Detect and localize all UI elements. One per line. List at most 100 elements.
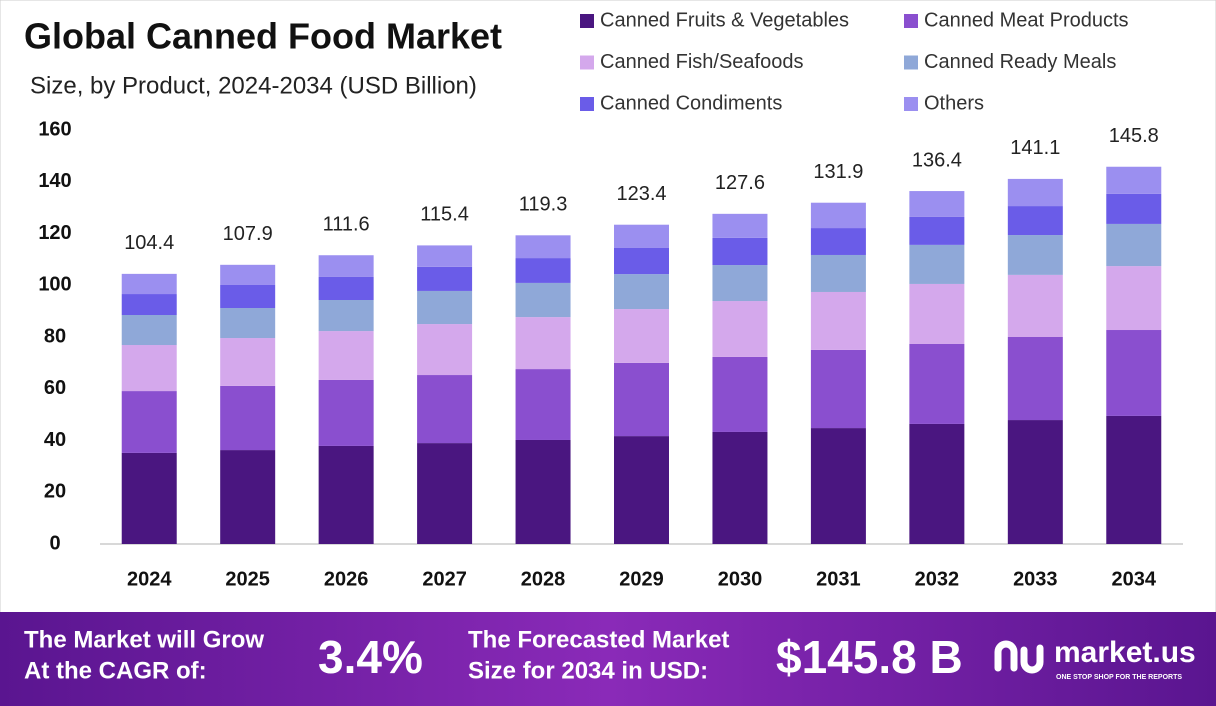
x-tick-label: 2033 bbox=[1013, 568, 1058, 590]
total-label: 145.8 bbox=[1109, 125, 1159, 147]
bar-segment bbox=[417, 290, 473, 325]
bar-segment bbox=[712, 213, 768, 238]
tagline: ONE STOP SHOP FOR THE REPORTS bbox=[1056, 674, 1182, 681]
legend-label: Canned Meat Products bbox=[924, 9, 1129, 31]
y-tick-label: 120 bbox=[38, 222, 71, 244]
x-tick-label: 2030 bbox=[718, 568, 763, 590]
bar-segment bbox=[614, 436, 669, 544]
bar-segment bbox=[1106, 266, 1162, 331]
bar-segment bbox=[220, 450, 276, 544]
bar-segment bbox=[318, 276, 374, 300]
bar-segment bbox=[1007, 274, 1063, 337]
bar-segment bbox=[909, 283, 965, 344]
x-tick-label: 2029 bbox=[619, 568, 664, 590]
forecast-value: $145.8 B bbox=[776, 631, 963, 683]
bar-segment bbox=[1007, 206, 1063, 236]
bar-segment bbox=[121, 452, 177, 544]
bar-segment bbox=[220, 338, 276, 386]
bar-segment bbox=[1106, 193, 1162, 224]
bar-segment bbox=[712, 431, 768, 544]
bar-segment bbox=[810, 228, 866, 255]
y-tick-label: 0 bbox=[49, 532, 60, 554]
total-label: 141.1 bbox=[1010, 137, 1060, 159]
y-tick-label: 140 bbox=[38, 170, 71, 192]
total-label: 107.9 bbox=[223, 223, 273, 245]
bar-segment bbox=[1007, 235, 1063, 275]
bar-segment bbox=[318, 255, 374, 277]
bar-segment bbox=[712, 265, 768, 302]
bar-segment bbox=[909, 191, 965, 217]
bar-segment bbox=[417, 443, 473, 544]
cagr-text: The Market will Grow bbox=[24, 626, 264, 653]
bar-segment bbox=[810, 202, 866, 229]
legend-swatch bbox=[580, 97, 594, 111]
y-tick-label: 160 bbox=[38, 118, 71, 140]
x-tick-label: 2032 bbox=[915, 568, 960, 590]
x-tick-label: 2024 bbox=[127, 568, 172, 590]
bar-segment bbox=[417, 375, 473, 444]
bar-segment bbox=[121, 315, 177, 346]
bar-segment bbox=[1007, 178, 1063, 207]
total-label: 127.6 bbox=[715, 172, 765, 194]
bar-segment bbox=[220, 284, 276, 309]
bar-segment bbox=[810, 428, 866, 544]
bar-segment bbox=[1007, 337, 1063, 421]
total-label: 115.4 bbox=[420, 204, 469, 226]
bar-segment bbox=[515, 235, 571, 259]
plot: 0 20 40 60 80 100 120 140 160 104.4 2024 107.9 2025 1… bbox=[38, 118, 1183, 590]
total-label: 119.3 bbox=[519, 194, 568, 216]
bar-segment bbox=[1106, 330, 1162, 416]
bar-segment bbox=[909, 216, 965, 245]
bar-segment bbox=[810, 291, 866, 350]
bar-segment bbox=[417, 245, 473, 267]
bar-segment bbox=[318, 379, 374, 446]
legend-label: Others bbox=[924, 92, 984, 114]
legend-label: Canned Condiments bbox=[600, 92, 782, 114]
chart-subtitle: Size, by Product, 2024-2034 (USD Billion… bbox=[30, 72, 477, 99]
x-tick-label: 2031 bbox=[816, 568, 861, 590]
bar-segment bbox=[220, 264, 276, 285]
bar-segment bbox=[515, 369, 571, 440]
bar-segment bbox=[909, 244, 965, 284]
total-label: 111.6 bbox=[323, 214, 370, 236]
y-tick-label: 40 bbox=[44, 429, 66, 451]
bar-segment bbox=[614, 309, 669, 363]
bar-segment bbox=[417, 324, 473, 376]
bar-segment bbox=[1007, 420, 1063, 544]
bar-segment bbox=[1106, 166, 1162, 194]
bar-segment bbox=[712, 237, 768, 266]
x-tick-label: 2027 bbox=[422, 568, 467, 590]
legend-swatch bbox=[580, 14, 594, 28]
brand: market.us bbox=[1054, 636, 1196, 669]
bar-segment bbox=[712, 356, 768, 432]
bar-segment bbox=[515, 282, 571, 318]
bar-segment bbox=[614, 224, 669, 248]
legend: Canned Fruits & Vegetables Canned Meat Pr… bbox=[580, 9, 1129, 114]
total-label: 104.4 bbox=[124, 232, 174, 254]
y-tick-label: 60 bbox=[44, 377, 66, 399]
bar-segment bbox=[417, 266, 473, 291]
bar-segment bbox=[909, 343, 965, 424]
y-tick-label: 20 bbox=[44, 481, 66, 503]
total-label: 131.9 bbox=[813, 161, 863, 183]
bar-segment bbox=[810, 254, 866, 292]
bar-segment bbox=[121, 294, 177, 316]
bar-segment bbox=[121, 345, 177, 392]
bar-segment bbox=[515, 258, 571, 283]
y-tick-label: 80 bbox=[44, 325, 66, 347]
legend-label: Canned Ready Meals bbox=[924, 51, 1116, 73]
x-tick-label: 2025 bbox=[225, 568, 270, 590]
legend-swatch bbox=[904, 97, 918, 111]
legend-label: Canned Fish/Seafoods bbox=[600, 51, 803, 73]
x-tick-label: 2028 bbox=[521, 568, 566, 590]
bar-segment bbox=[614, 274, 669, 310]
bar-segment bbox=[909, 423, 965, 544]
bar-segment bbox=[810, 349, 866, 429]
x-tick-label: 2034 bbox=[1112, 568, 1157, 590]
bar-segment bbox=[220, 385, 276, 451]
x-tick-label: 2026 bbox=[324, 568, 369, 590]
total-label: 136.4 bbox=[912, 149, 962, 171]
forecast-text: The Forecasted Market bbox=[468, 626, 729, 653]
bar-segment bbox=[1106, 415, 1162, 544]
